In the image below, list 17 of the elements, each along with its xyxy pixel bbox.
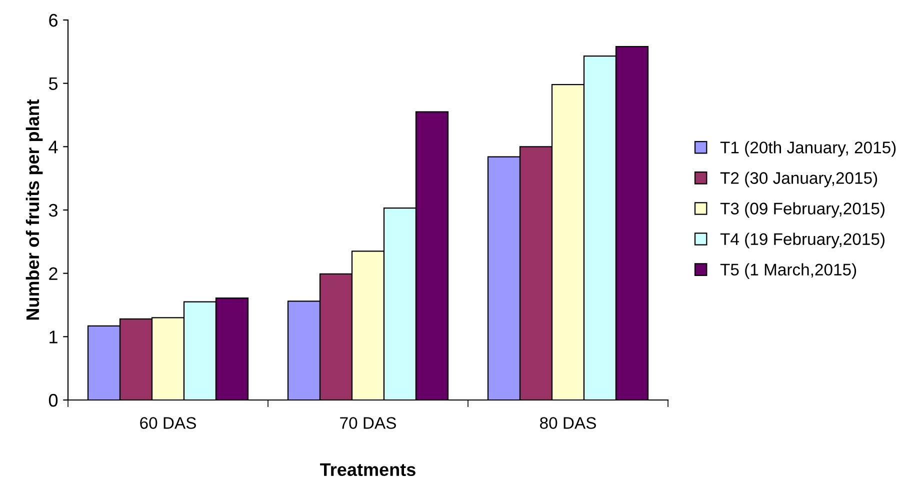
- legend-label: T5 (1 March,2015): [720, 263, 856, 279]
- legend-label: T3 (09 February,2015): [720, 202, 884, 218]
- y-tick-label: 2: [49, 267, 58, 280]
- x-axis-title: Treatments: [320, 463, 416, 476]
- legend-label: T4 (19 February,2015): [720, 232, 884, 248]
- legend-label: T2 (30 January,2015): [720, 172, 878, 188]
- x-tick-label: 80 DAS: [540, 417, 596, 429]
- x-tick-label: 70 DAS: [340, 417, 396, 429]
- y-tick-label: 6: [49, 14, 58, 27]
- y-tick-label: 3: [48, 204, 58, 217]
- y-tick-label: 4: [48, 140, 58, 154]
- y-tick-label: 5: [48, 77, 58, 90]
- y-tick-label: 1: [50, 330, 58, 344]
- y-tick-label: 0: [48, 394, 58, 407]
- x-tick-label: 60 DAS: [140, 417, 196, 429]
- y-axis-title: Number of fruits per plant: [26, 99, 43, 320]
- legend-label: T1 (20th January, 2015): [720, 141, 896, 157]
